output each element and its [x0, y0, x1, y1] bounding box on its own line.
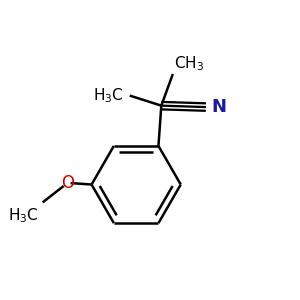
Text: H$_3$C: H$_3$C — [8, 206, 38, 225]
Text: O: O — [61, 174, 74, 192]
Text: CH$_3$: CH$_3$ — [174, 54, 204, 73]
Text: N: N — [211, 98, 226, 116]
Text: H$_3$C: H$_3$C — [93, 86, 124, 105]
